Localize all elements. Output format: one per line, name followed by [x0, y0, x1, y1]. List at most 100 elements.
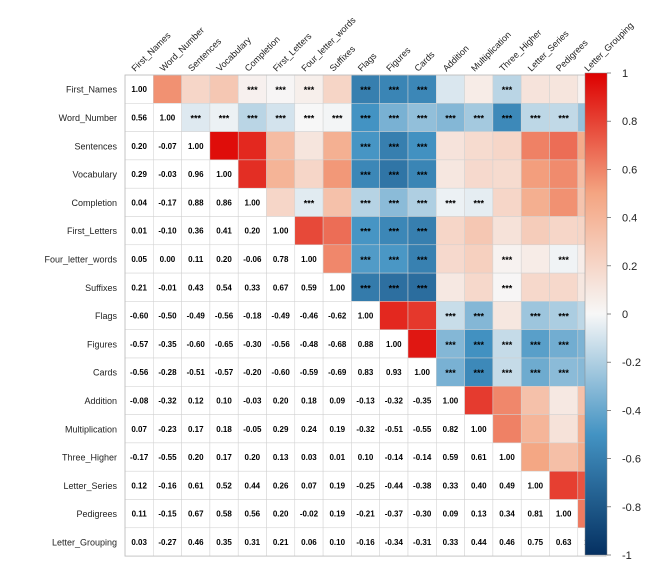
- heatmap-cell: [181, 74, 211, 104]
- row-label: Sentences: [74, 141, 117, 151]
- significance-marker: ***: [304, 198, 315, 208]
- heatmap-cell: [549, 301, 579, 330]
- significance-marker: ***: [473, 198, 484, 208]
- cell-value-label: 0.21: [273, 538, 289, 547]
- colorbar-tick-label: 0.8: [622, 116, 637, 128]
- cell-value-label: -0.35: [413, 396, 432, 405]
- heatmap-cell: [322, 244, 352, 274]
- heatmap-cell: [351, 470, 380, 500]
- significance-marker: ***: [389, 283, 400, 293]
- cell-value-label: -0.32: [158, 396, 177, 405]
- heatmap-cell: [492, 159, 522, 189]
- heatmap-cell: [520, 527, 550, 557]
- cell-value-label: 1.00: [443, 396, 459, 405]
- cell-value-label: 0.20: [131, 142, 147, 151]
- heatmap-cell: [407, 159, 437, 189]
- heatmap-cell: [520, 159, 550, 189]
- heatmap-cell: [237, 159, 267, 189]
- cell-value-label: -0.14: [413, 453, 432, 462]
- significance-marker: ***: [389, 85, 400, 95]
- heatmap-cell: [209, 442, 239, 472]
- significance-marker: ***: [502, 255, 513, 265]
- significance-marker: ***: [558, 340, 569, 350]
- cell-value-label: 1.00: [386, 340, 402, 349]
- cell-value-label: -0.32: [385, 396, 404, 405]
- cell-value-label: -0.23: [158, 425, 177, 434]
- heatmap-cell: [124, 103, 154, 132]
- colorbar-tick-label: 0: [622, 309, 628, 321]
- colorbar-tick-label: -1: [622, 550, 632, 562]
- cell-value-label: 0.13: [273, 453, 289, 462]
- heatmap-cell: [436, 159, 465, 189]
- cell-value-label: -0.44: [385, 481, 404, 490]
- heatmap-cell: [153, 74, 182, 104]
- heatmap-cell: [124, 442, 154, 472]
- significance-marker: ***: [530, 312, 541, 322]
- heatmap-cell: [237, 414, 267, 444]
- row-label: Addition: [84, 396, 117, 406]
- cell-value-label: -0.37: [385, 510, 404, 519]
- cell-value-label: -0.03: [158, 170, 177, 179]
- heatmap-cell: [379, 74, 409, 104]
- heatmap-cell: [153, 386, 182, 415]
- cell-value-label: -0.10: [158, 227, 177, 236]
- cell-value-label: 1.00: [329, 283, 345, 292]
- cell-value-label: -0.27: [158, 538, 177, 547]
- significance-marker: ***: [558, 113, 569, 123]
- heatmap-cell: [237, 131, 267, 161]
- cell-value-label: -0.38: [413, 481, 432, 490]
- cell-value-label: 0.56: [131, 113, 147, 122]
- significance-marker: ***: [417, 85, 428, 95]
- cell-value-label: 1.00: [556, 510, 572, 519]
- cell-value-label: -0.49: [187, 312, 206, 321]
- cell-value-label: 1.00: [245, 198, 261, 207]
- heatmap-cell: [407, 329, 437, 359]
- heatmap-cell: [209, 414, 239, 444]
- cell-value-label: 0.67: [273, 283, 289, 292]
- cell-value-label: 1.00: [131, 85, 147, 94]
- heatmap-cell: [492, 301, 522, 330]
- heatmap-cell: [379, 357, 409, 387]
- heatmap-cell: [464, 272, 494, 302]
- cell-value-label: 0.86: [216, 198, 232, 207]
- heatmap-cell: [464, 470, 494, 500]
- heatmap-cell: [549, 414, 579, 444]
- heatmap-cell: [520, 301, 550, 330]
- heatmap-cell: [436, 103, 465, 132]
- significance-marker: ***: [473, 113, 484, 123]
- row-label: Letter_Series: [63, 481, 117, 491]
- heatmap-cell: [351, 131, 380, 161]
- cell-value-label: -0.18: [243, 312, 262, 321]
- heatmap-cell: [464, 131, 494, 161]
- heatmap-cell: [181, 527, 211, 557]
- heatmap-cell: [492, 357, 522, 387]
- heatmap-cell: [181, 442, 211, 472]
- heatmap-cell: [520, 272, 550, 302]
- significance-marker: ***: [417, 283, 428, 293]
- significance-marker: ***: [502, 340, 513, 350]
- cell-value-label: -0.34: [385, 538, 404, 547]
- cell-value-label: 0.10: [329, 538, 345, 547]
- cell-value-label: 0.03: [301, 453, 317, 462]
- cell-value-label: 0.18: [216, 425, 232, 434]
- cell-value-label: -0.65: [215, 340, 234, 349]
- cell-value-label: 1.00: [471, 425, 487, 434]
- heatmap-cell: [520, 414, 550, 444]
- significance-marker: ***: [360, 283, 371, 293]
- heatmap-cell: [436, 272, 465, 302]
- cell-value-label: 0.20: [188, 453, 204, 462]
- colorbar-gradient: [584, 72, 608, 556]
- cell-value-label: 0.44: [245, 481, 261, 490]
- cell-value-label: 0.88: [358, 340, 374, 349]
- heatmap-cell: [181, 329, 211, 359]
- cell-value-label: -0.14: [385, 453, 404, 462]
- significance-marker: ***: [530, 340, 541, 350]
- heatmap-cell: [237, 244, 267, 274]
- heatmap-cell: [181, 386, 211, 415]
- cell-value-label: 0.17: [188, 425, 204, 434]
- heatmap-cell: [549, 131, 579, 161]
- column-label: Addition: [441, 43, 471, 73]
- cell-value-label: 0.21: [131, 283, 147, 292]
- heatmap-cell: [464, 74, 494, 104]
- heatmap-cell: [124, 527, 154, 557]
